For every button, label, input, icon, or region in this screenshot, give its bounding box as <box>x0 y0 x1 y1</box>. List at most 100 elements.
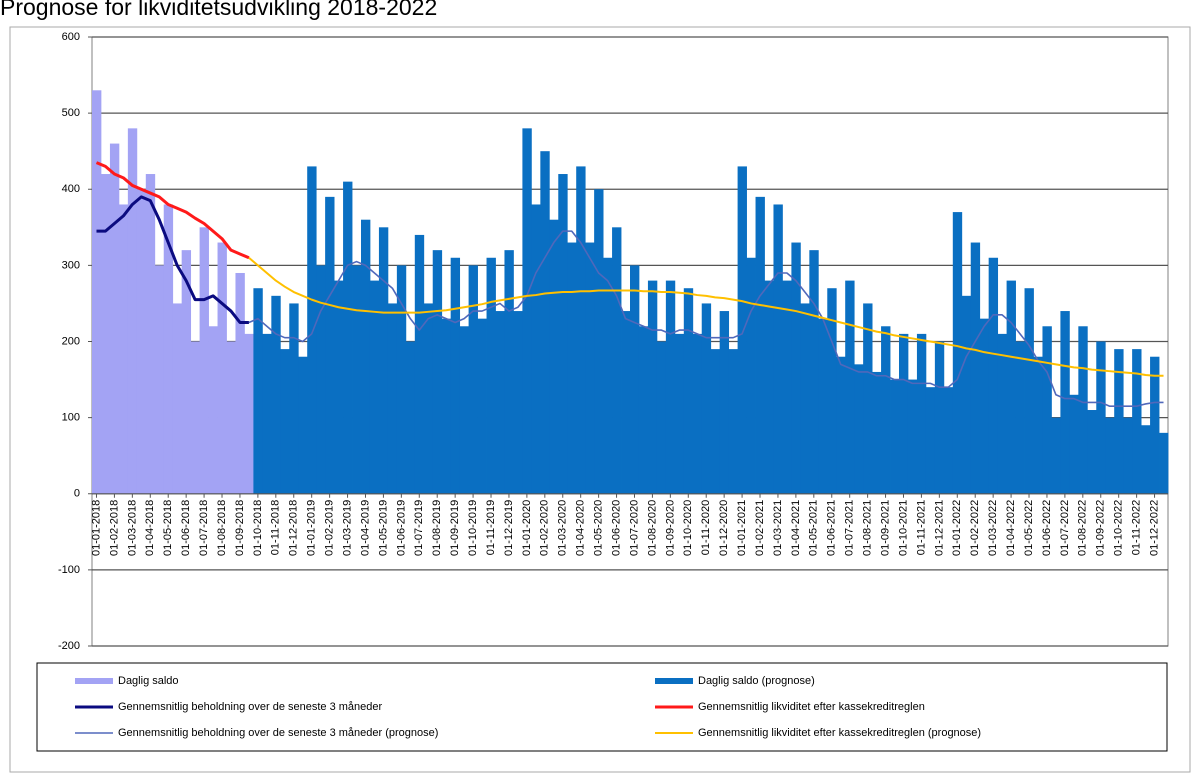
x-tick-label: 01-02-2022 <box>969 500 981 556</box>
bar <box>961 295 972 494</box>
bar <box>899 333 909 494</box>
x-tick-label: 01-03-2022 <box>987 500 999 556</box>
bar <box>92 90 102 494</box>
bar <box>737 166 747 494</box>
bar <box>630 265 640 494</box>
bar <box>190 341 200 494</box>
bar <box>728 349 738 494</box>
x-tick-label: 01-02-2021 <box>754 500 766 556</box>
bar <box>531 204 541 494</box>
bar <box>665 280 676 494</box>
x-tick-label: 01-09-2022 <box>1095 500 1107 556</box>
bar <box>773 204 783 494</box>
bar <box>585 242 595 494</box>
bar <box>576 166 586 494</box>
legend-label: Daglig saldo <box>118 675 179 687</box>
chart-title: Prognose for likviditetsudvikling 2018-2… <box>0 0 437 20</box>
legend-label: Gennemsnitlig likviditet efter kassekred… <box>698 701 925 713</box>
bar <box>603 257 613 494</box>
bar <box>181 250 192 494</box>
x-tick-label: 01-01-2019 <box>306 500 318 556</box>
x-tick-label: 01-09-2018 <box>234 500 246 556</box>
bar <box>226 341 236 494</box>
bar <box>154 265 165 494</box>
line <box>248 256 1164 377</box>
x-tick-label: 01-01-2021 <box>736 500 748 556</box>
bar <box>988 257 999 494</box>
bar <box>1051 417 1061 494</box>
x-tick-label: 01-05-2021 <box>808 500 820 556</box>
bar <box>289 303 299 494</box>
bar <box>378 227 389 494</box>
bar <box>683 288 694 494</box>
bar <box>1078 326 1088 494</box>
x-tick-label: 01-05-2020 <box>593 500 605 556</box>
bar <box>522 128 532 494</box>
line <box>96 195 249 324</box>
bar <box>907 379 918 494</box>
bar <box>450 257 461 494</box>
bar <box>952 212 963 494</box>
bar <box>1159 432 1169 494</box>
x-tick-label: 01-01-2020 <box>521 500 533 556</box>
x-tick-label: 01-04-2021 <box>790 500 802 556</box>
bar <box>486 257 496 494</box>
bar <box>558 174 568 494</box>
bar <box>800 303 810 494</box>
bar <box>477 318 487 494</box>
bar <box>396 265 407 494</box>
x-tick-label: 01-06-2018 <box>180 500 192 556</box>
legend-label: Daglig saldo (prognose) <box>698 675 815 687</box>
bar <box>701 303 712 494</box>
x-tick-label: 01-07-2019 <box>413 500 425 556</box>
x-tick-label: 01-04-2018 <box>144 500 156 556</box>
x-tick-label: 01-04-2022 <box>1005 500 1017 556</box>
bar <box>459 326 469 494</box>
bar <box>836 356 846 494</box>
bar <box>1150 356 1160 494</box>
line <box>248 230 1164 408</box>
bar <box>1132 349 1142 494</box>
y-tick-label: -200 <box>58 640 80 652</box>
legend-label: Gennemsnitlig likviditet efter kassekred… <box>698 727 981 739</box>
bar <box>710 349 721 494</box>
bar <box>253 288 263 494</box>
bar <box>755 196 765 494</box>
y-tick-label: 600 <box>62 31 80 43</box>
bar <box>863 303 873 494</box>
bar <box>1006 280 1016 494</box>
bar <box>369 280 380 494</box>
x-tick-label: 01-06-2021 <box>826 500 838 556</box>
x-tick-label: 01-12-2022 <box>1148 500 1160 556</box>
x-tick-label: 01-11-2020 <box>700 500 712 555</box>
bar <box>495 311 505 494</box>
bar <box>1015 341 1025 494</box>
bar <box>621 311 631 494</box>
bar <box>334 280 344 494</box>
x-tick-label: 01-10-2021 <box>897 500 909 556</box>
bar <box>782 280 792 494</box>
bar <box>934 341 945 494</box>
bar <box>540 151 550 494</box>
bar <box>719 311 730 494</box>
x-tick-label: 01-09-2020 <box>664 500 676 556</box>
bar <box>970 242 981 494</box>
bar <box>127 128 138 494</box>
x-tick-label: 01-12-2019 <box>503 500 515 556</box>
legend-box <box>36 662 1168 752</box>
bar <box>916 333 927 494</box>
bar <box>567 242 577 494</box>
bar <box>136 189 147 494</box>
bar <box>594 189 604 494</box>
y-tick-label: 300 <box>62 259 80 271</box>
bar <box>504 250 514 494</box>
bar <box>100 174 111 494</box>
bar <box>764 280 774 494</box>
x-tick-label: 01-10-2019 <box>467 500 479 556</box>
bar <box>271 295 281 494</box>
bar <box>997 333 1007 494</box>
x-tick-label: 01-04-2019 <box>359 500 371 556</box>
bar <box>612 227 622 494</box>
x-tick-label: 01-07-2022 <box>1059 500 1071 556</box>
